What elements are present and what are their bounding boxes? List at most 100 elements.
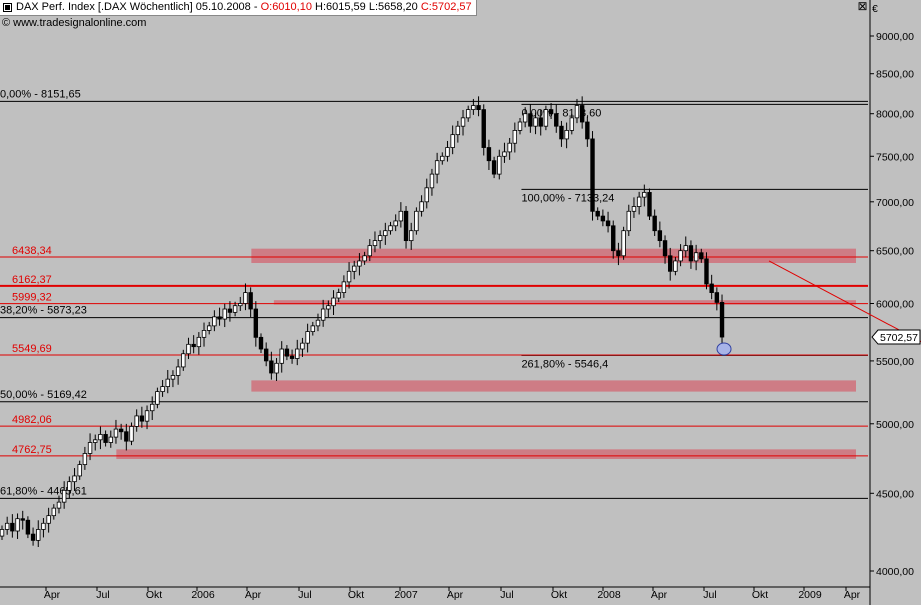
candle-body: [61, 489, 67, 503]
candle-body: [626, 210, 631, 232]
candle-body: [77, 464, 82, 477]
candle-body: [295, 348, 300, 359]
candle-body: [719, 302, 725, 338]
candle-body: [683, 245, 688, 252]
chart-title-bar: DAX Perf. Index [.DAX Wöchentlich] 05.10…: [0, 0, 477, 16]
candle-body: [263, 348, 269, 362]
red-level-label: 5549,69: [12, 343, 52, 355]
support-band: [273, 300, 856, 305]
fib-line-label: 50,00% - 5169,42: [0, 389, 87, 401]
candle-body: [434, 160, 440, 175]
candle-body: [191, 343, 196, 348]
candle-body: [383, 230, 388, 237]
candle-body: [196, 336, 202, 348]
candle-body: [243, 292, 248, 304]
x-tick-label: Apr: [651, 589, 668, 601]
candle-body: [476, 105, 481, 110]
candle-body: [82, 453, 88, 466]
x-tick-label: Okt: [551, 589, 567, 601]
candle-body: [274, 362, 279, 374]
candle-body: [673, 260, 678, 272]
candle-body: [165, 378, 170, 387]
candle-body: [450, 134, 455, 148]
candle-body: [336, 292, 341, 299]
candle-body: [20, 518, 25, 521]
x-tick-label: Okt: [348, 589, 364, 601]
instrument-title: DAX Perf. Index [.DAX Wöchentlich] 05.10…: [16, 1, 251, 13]
candle-body: [693, 252, 699, 262]
red-level-label: 5999,32: [12, 292, 52, 304]
candle-body: [611, 225, 616, 252]
candle-body: [160, 386, 165, 392]
x-tick-label: Okt: [752, 589, 768, 601]
candle-body: [388, 225, 393, 232]
candle-body: [72, 475, 77, 483]
candle-body: [465, 109, 471, 119]
fib-extension-label: 100,00% - 7133,24: [521, 192, 614, 204]
candle-body: [0, 529, 5, 537]
candle-body: [232, 305, 238, 313]
candle-body: [56, 501, 62, 509]
fib-line-label: 0,00% - 8151,65: [0, 88, 81, 100]
candle-body: [533, 117, 538, 127]
y-tick-label: 8500,00: [876, 69, 914, 81]
candle-body: [4, 522, 10, 530]
candle-body: [118, 428, 124, 433]
candle-body: [507, 142, 512, 153]
source-label: © www.tradesignalonline.com: [2, 17, 146, 29]
candle-body: [616, 250, 621, 257]
candle-body: [36, 529, 41, 541]
candle-body: [326, 305, 331, 310]
candle-body: [30, 533, 36, 541]
candle-body: [440, 155, 445, 162]
candle-body: [248, 292, 253, 310]
candle-body: [201, 330, 207, 338]
candle-body: [269, 360, 274, 374]
candle-body: [517, 121, 523, 131]
candle-body: [585, 121, 590, 140]
candle-body: [471, 105, 476, 110]
candle-body: [652, 215, 657, 232]
candle-body: [175, 366, 181, 376]
candle-body: [590, 138, 595, 212]
candle-body: [424, 187, 429, 203]
candle-body: [67, 481, 72, 491]
red-level-label: 6438,34: [12, 245, 52, 257]
candle-body: [362, 255, 367, 262]
last-price-badge: [871, 329, 921, 345]
candle-body: [403, 210, 409, 242]
candle-body: [320, 308, 326, 321]
y-tick-label: 9000,00: [876, 31, 914, 43]
close-icon[interactable]: ⊠: [857, 0, 868, 13]
candle-body: [341, 281, 347, 293]
candle-body: [569, 117, 574, 131]
candle-body: [186, 343, 191, 355]
candle-body: [310, 325, 315, 332]
candle-body: [548, 109, 554, 115]
x-tick-label: Okt: [146, 589, 162, 601]
last-bar-marker: [716, 342, 732, 356]
candle-body: [46, 515, 51, 524]
candle-body: [212, 316, 217, 327]
candle-body: [538, 117, 543, 127]
x-tick-label: Apr: [844, 589, 861, 601]
y-tick-label: 6000,00: [876, 299, 914, 311]
y-tick-label: 5000,00: [876, 419, 914, 431]
candle-body: [445, 147, 450, 157]
support-band: [116, 449, 856, 460]
y-tick-label: 5500,00: [876, 356, 914, 368]
candle-body: [657, 230, 663, 242]
fib-line-label: 38,20% - 5873,23: [0, 305, 87, 317]
candle-body: [502, 151, 507, 157]
candle-body: [662, 240, 668, 257]
candle-body: [377, 235, 383, 242]
candle-body: [352, 265, 357, 272]
candle-body: [315, 319, 321, 327]
trend-line: [768, 260, 921, 343]
red-level-label: 6162,37: [12, 274, 52, 286]
x-tick-label: Apr: [447, 589, 464, 601]
candle-body: [600, 215, 606, 222]
open-value: O:6010,10: [260, 1, 312, 13]
